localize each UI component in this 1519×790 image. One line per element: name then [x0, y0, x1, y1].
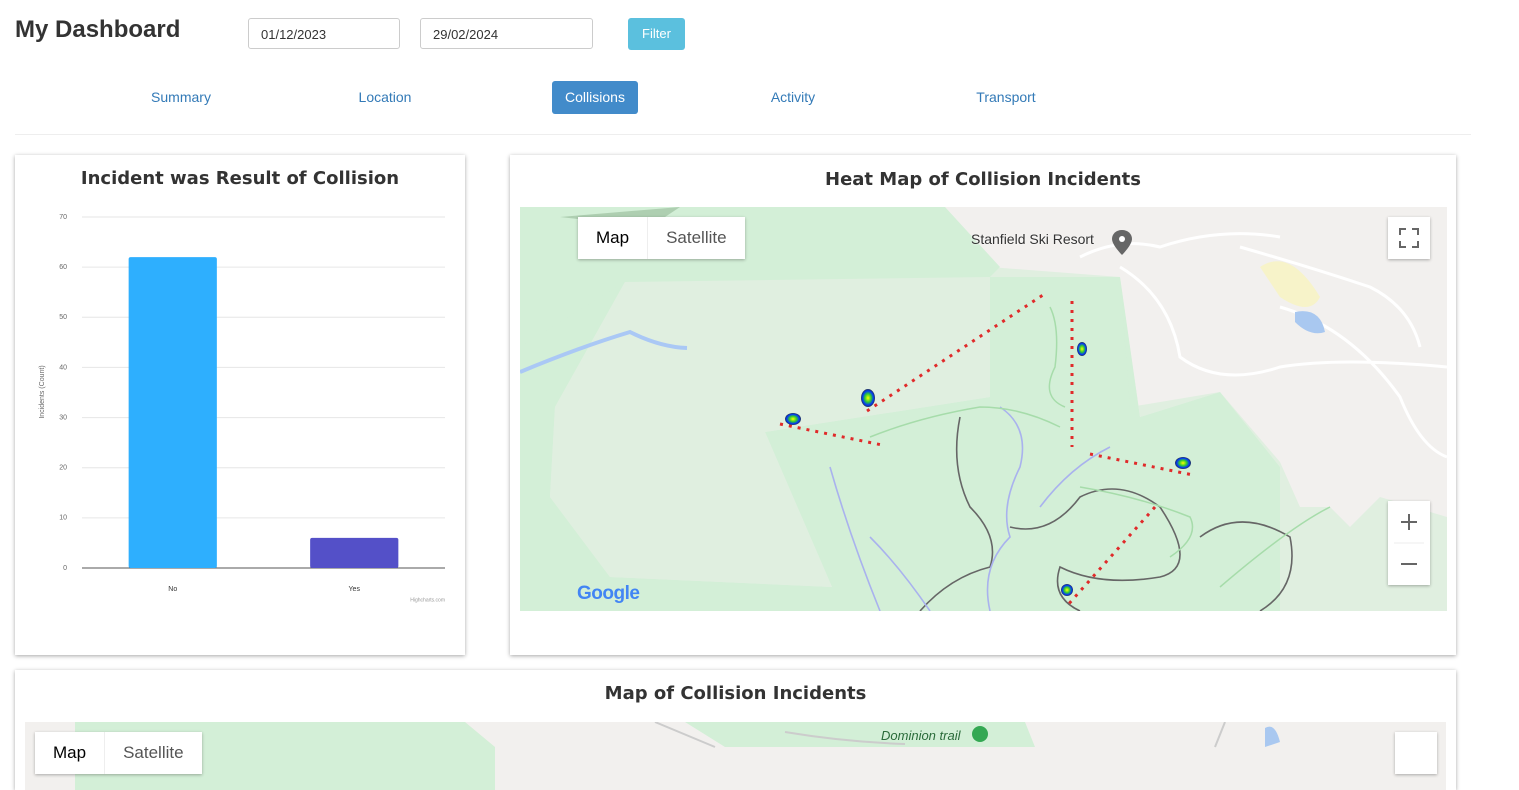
y-tick-label: 70 — [59, 214, 67, 221]
map-canvas — [75, 722, 1280, 790]
map-type-button[interactable]: Map — [35, 732, 106, 774]
bar-chart: Incident was Result of Collision Inciden… — [39, 168, 445, 603]
filter-button[interactable]: Filter — [628, 18, 685, 50]
dashboard-title: My Dashboard — [15, 16, 181, 43]
start-date-input[interactable]: 01/12/2023 — [248, 18, 400, 49]
nav-tab[interactable]: Collisions — [552, 81, 638, 114]
place-label: Stanfield Ski Resort — [971, 231, 1094, 247]
y-tick-label: 20 — [59, 465, 67, 472]
chart-panel: Incident was Result of Collision Inciden… — [15, 155, 465, 655]
x-tick-label: No — [168, 586, 177, 593]
fullscreen-button[interactable] — [1395, 732, 1437, 774]
heat-map[interactable]: Map Satellite Stanfield Ski Resort Google — [520, 207, 1447, 611]
map-type-button[interactable]: Satellite — [666, 228, 727, 247]
y-tick-label: 40 — [59, 364, 67, 371]
nav-tab[interactable]: Summary — [151, 89, 211, 105]
nav-tab[interactable]: Location — [358, 89, 412, 105]
zoom-control[interactable] — [1388, 501, 1430, 585]
y-tick-label: 50 — [59, 314, 67, 321]
nav-tab[interactable]: Activity — [770, 89, 816, 105]
x-tick-label: Yes — [349, 586, 361, 593]
map-type-button[interactable]: Satellite — [123, 743, 184, 762]
divider — [15, 134, 1471, 135]
bar — [310, 537, 399, 568]
y-tick-label: 10 — [59, 515, 67, 522]
nav-tab[interactable]: Transport — [976, 89, 1036, 105]
y-tick-label: 0 — [63, 565, 67, 572]
y-tick-label: 60 — [59, 264, 67, 271]
map-type-button[interactable]: Map — [578, 217, 649, 259]
chart-title: Incident was Result of Collision — [81, 168, 399, 189]
bar — [128, 257, 217, 568]
y-axis-title: Incidents (Count) — [39, 365, 46, 418]
map-canvas — [520, 207, 1447, 611]
panel-title: Heat Map of Collision Incidents — [825, 169, 1141, 190]
trail-label: Dominion trail — [881, 728, 961, 743]
y-tick-label: 30 — [59, 414, 67, 421]
page: My Dashboard 01/12/2023 29/02/2024 Filte… — [15, 16, 1471, 790]
map-type-control: Map Satellite — [35, 732, 202, 774]
collision-map[interactable]: Dominion trail Map Satellite — [25, 722, 1446, 790]
panel-title: Map of Collision Incidents — [604, 683, 867, 704]
map-logo: Google — [577, 583, 640, 604]
heat-map-panel: Heat Map of Collision Incidents — [510, 155, 1456, 655]
end-date-input[interactable]: 29/02/2024 — [420, 18, 593, 49]
collision-map-panel: Map of Collision Incidents Dominion trai… — [15, 670, 1456, 790]
map-type-control: Map Satellite — [578, 217, 745, 259]
fullscreen-button[interactable] — [1388, 217, 1430, 259]
chart-credit: Highcharts.com — [410, 597, 445, 603]
